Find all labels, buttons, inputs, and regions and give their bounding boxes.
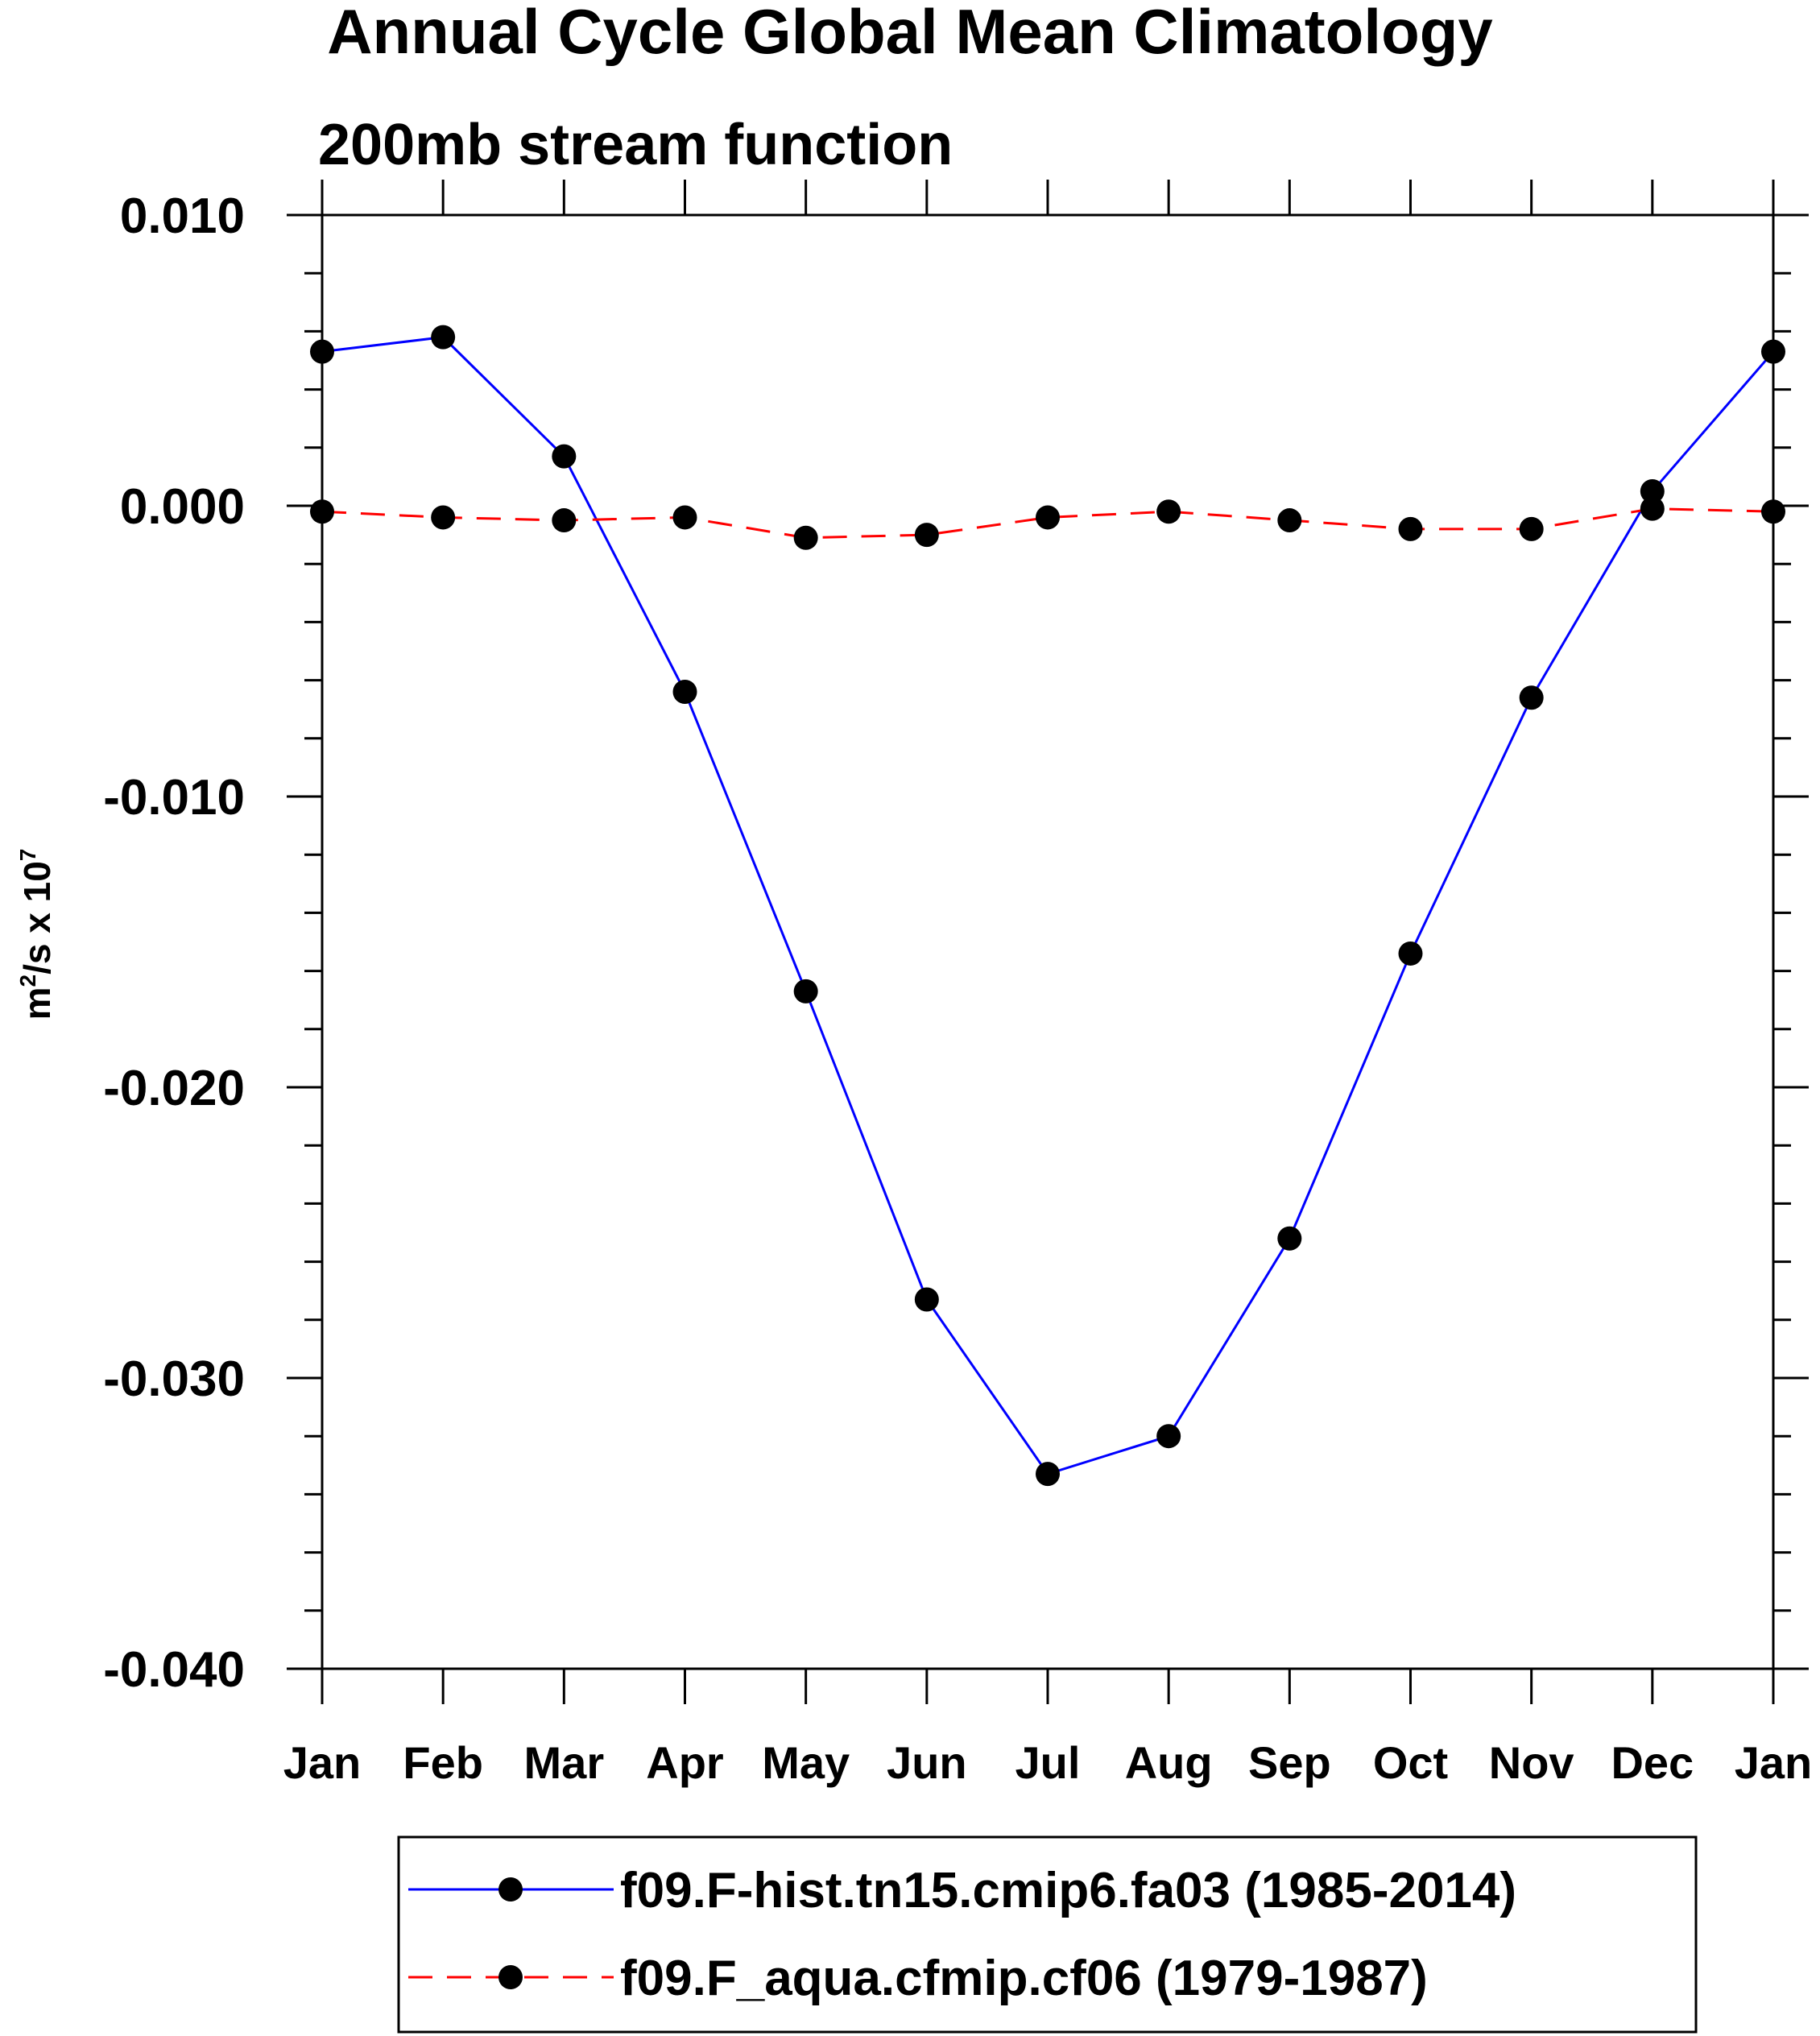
series-2-point <box>1277 508 1302 533</box>
series-1-point <box>552 444 577 469</box>
series-2-point <box>1640 496 1665 521</box>
series <box>310 325 1785 1487</box>
series-2-point <box>552 508 577 533</box>
chart-subtitle: 200mb stream function <box>318 113 953 177</box>
series-1-point <box>1156 1424 1181 1449</box>
x-tick-label: Dec <box>1611 1737 1694 1788</box>
series-2-point <box>1156 499 1181 524</box>
series-1-point <box>1519 685 1544 710</box>
x-tick-label: Mar <box>524 1737 605 1788</box>
x-tick-label: Nov <box>1489 1737 1574 1788</box>
series-2-point <box>1398 516 1423 541</box>
series-1-point <box>1277 1226 1302 1251</box>
series-1-point <box>914 1287 939 1312</box>
series-1-point <box>793 979 818 1004</box>
series-2-point <box>310 499 334 524</box>
series-2-point <box>1036 505 1060 530</box>
legend-marker-2 <box>498 1965 523 1989</box>
y-axis-title: m2/s x 107 <box>15 849 58 1020</box>
svg-text:m2/s x 107: m2/s x 107 <box>15 849 58 1020</box>
x-tick-label: Jan <box>283 1737 362 1788</box>
series-1-point <box>672 680 697 705</box>
series-2-point <box>914 523 939 548</box>
x-tick-label: Jul <box>1015 1737 1081 1788</box>
series-1-point <box>1036 1462 1060 1487</box>
legend-label-1: f09.F-hist.tn15.cmip6.fa03 (1985-2014) <box>620 1863 1516 1918</box>
chart-title: Annual Cycle Global Mean Climatology <box>327 0 1493 67</box>
x-tick-label: May <box>762 1737 850 1788</box>
y-axis-title-mid: /s x 10 <box>16 861 58 975</box>
x-tick-label: Feb <box>403 1737 483 1788</box>
series-2-point <box>1761 499 1785 524</box>
x-tick-label: Oct <box>1373 1737 1448 1788</box>
x-tick-label: Sep <box>1248 1737 1331 1788</box>
axes: Jan Feb Mar Apr May Jun Jul Aug Sep Oct Nov Dec Jan 0… <box>103 180 1812 1788</box>
y-tick-label: -0.010 <box>103 770 245 826</box>
y-tick-label: -0.020 <box>103 1061 245 1116</box>
y-axis-title-sup1: 2 <box>15 975 40 987</box>
legend-box <box>397 1835 1698 2034</box>
y-tick-label: -0.030 <box>103 1351 245 1407</box>
x-tick-label: Aug <box>1125 1737 1213 1788</box>
legend-marker-1 <box>498 1877 523 1902</box>
x-tick-label: Jun <box>887 1737 967 1788</box>
x-tick-label: Jan <box>1735 1737 1813 1788</box>
legend-label-2: f09.F_aqua.cfmip.cf06 (1979-1987) <box>620 1951 1428 2006</box>
series-1-point <box>1398 941 1423 966</box>
y-tick-label: 0.000 <box>120 479 245 535</box>
series-1-point <box>1640 478 1665 503</box>
series-1-point <box>310 339 334 364</box>
series-1-point <box>431 325 456 350</box>
series-2-point <box>431 505 456 530</box>
series-2-point <box>793 525 818 550</box>
x-tick-label: Apr <box>646 1737 723 1788</box>
y-tick-label: 0.010 <box>120 188 245 244</box>
legend: f09.F-hist.tn15.cmip6.fa03 (1985-2014) f0… <box>397 1835 1698 2034</box>
y-axis-title-sup2: 7 <box>15 849 40 862</box>
y-axis-title-base: m <box>16 987 58 1020</box>
y-tick-label: -0.040 <box>103 1642 245 1698</box>
series-2-point <box>672 505 697 530</box>
series-1-point <box>1761 339 1785 364</box>
series-2-point <box>1519 516 1544 541</box>
